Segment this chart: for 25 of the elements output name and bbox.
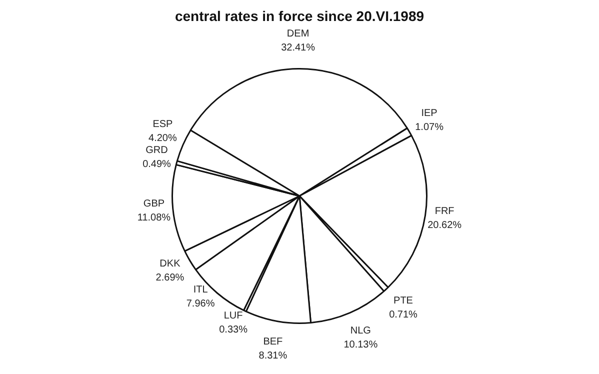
data-label: 7.96% bbox=[186, 298, 215, 310]
slice-label: FRF bbox=[434, 206, 454, 218]
data-label: 20.62% bbox=[428, 220, 462, 232]
data-label: 10.13% bbox=[344, 340, 378, 351]
data-label: 11.08% bbox=[137, 212, 171, 224]
slice-label: ITL bbox=[193, 284, 208, 296]
data-label: 32.41% bbox=[281, 42, 316, 54]
data-label: 8.31% bbox=[258, 350, 288, 362]
data-label: 0.49% bbox=[142, 159, 172, 170]
data-label: 1.07% bbox=[415, 122, 444, 133]
slice-label: ESP bbox=[152, 119, 174, 130]
slice-label: GBP bbox=[143, 198, 165, 210]
data-label: 2.69% bbox=[156, 272, 184, 284]
slice-label: IEP bbox=[421, 108, 438, 119]
data-label: 4.20% bbox=[148, 133, 177, 144]
slice-label: NLG bbox=[350, 326, 372, 337]
slice-label: LUF bbox=[224, 310, 243, 322]
data-label: 0.33% bbox=[219, 324, 248, 336]
data-label: 0.71% bbox=[389, 310, 418, 321]
slice-label: PTE bbox=[394, 296, 414, 307]
chart-title: central rates in force since 20.VI.1989 bbox=[174, 8, 426, 26]
slice-label: DEM bbox=[286, 28, 310, 40]
slice-label: DKK bbox=[160, 258, 181, 270]
slice-label: BEF bbox=[263, 336, 283, 348]
slice-label: GRD bbox=[146, 145, 168, 156]
